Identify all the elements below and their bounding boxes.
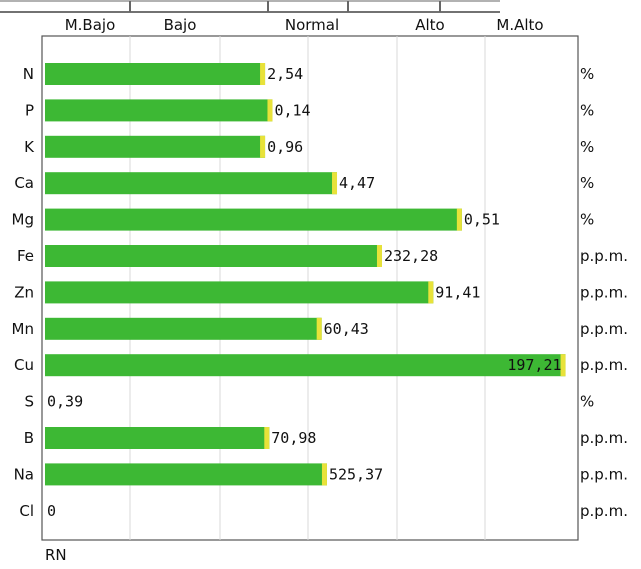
- unit-label: p.p.m.: [580, 356, 628, 374]
- value-label: 525,37: [329, 465, 383, 483]
- value-label: 232,28: [384, 247, 438, 265]
- category-label: P: [25, 101, 34, 119]
- unit-label: %: [580, 393, 594, 411]
- unit-label: %: [580, 101, 594, 119]
- plot-frame: [41, 35, 579, 541]
- bar-end-marker: [264, 427, 270, 449]
- value-label: 0: [47, 502, 56, 520]
- unit-label: p.p.m.: [580, 283, 628, 301]
- bar: [45, 427, 270, 449]
- bar: [45, 245, 382, 267]
- category-label: Zn: [14, 283, 34, 301]
- x-axis-label: RN: [45, 546, 67, 564]
- bar: [45, 281, 434, 304]
- bar: [45, 135, 266, 158]
- category-label: Cl: [19, 502, 34, 520]
- bar-end-marker: [560, 354, 566, 377]
- bar-end-marker: [321, 463, 327, 486]
- bar-end-marker: [316, 317, 322, 340]
- bar: [45, 463, 327, 486]
- unit-label: %: [580, 65, 594, 83]
- unit-label: p.p.m.: [580, 465, 628, 483]
- category-label: Na: [14, 465, 34, 483]
- value-label: 91,41: [435, 283, 480, 301]
- unit-label: %: [580, 174, 594, 192]
- value-label: 0,39: [47, 393, 83, 411]
- value-label: 70,98: [271, 429, 316, 447]
- bar-end-marker: [260, 63, 266, 85]
- category-label: Mg: [12, 211, 34, 229]
- bars: N 2,54 % P 0,14 % K 0,96 % Ca 4,47 % Mg 0,51 % Fe 232,28…: [12, 63, 628, 520]
- level-label: Alto: [415, 16, 445, 34]
- bar: [45, 208, 462, 231]
- unit-label: %: [580, 138, 594, 156]
- level-label: Normal: [285, 16, 339, 34]
- unit-label: p.p.m.: [580, 247, 628, 265]
- value-label: 60,43: [324, 320, 369, 338]
- category-label: K: [24, 138, 35, 156]
- level-label: Bajo: [164, 16, 197, 34]
- unit-label: p.p.m.: [580, 320, 628, 338]
- value-label: 0,14: [274, 101, 310, 119]
- unit-label: p.p.m.: [580, 429, 628, 447]
- bar-end-marker: [267, 99, 273, 122]
- bar-end-marker: [260, 135, 266, 158]
- category-label: S: [24, 393, 34, 411]
- bar: [45, 354, 566, 377]
- level-label: M.Bajo: [65, 16, 116, 34]
- bar: [45, 172, 338, 195]
- header-strip: [0, 0, 500, 13]
- value-label: 0,51: [464, 211, 500, 229]
- value-label: 2,54: [267, 65, 303, 83]
- category-label: Ca: [14, 174, 34, 192]
- unit-label: p.p.m.: [580, 502, 628, 520]
- bar: [45, 63, 266, 85]
- value-label: 197,21: [507, 356, 561, 374]
- bar: [45, 317, 322, 340]
- category-label: Fe: [17, 247, 34, 265]
- category-label: B: [24, 429, 34, 447]
- unit-label: %: [580, 211, 594, 229]
- bar: [45, 99, 273, 122]
- bar-end-marker: [456, 208, 462, 231]
- bar-end-marker: [376, 245, 382, 267]
- value-label: 4,47: [339, 174, 375, 192]
- category-label: N: [23, 65, 34, 83]
- level-label: M.Alto: [496, 16, 543, 34]
- value-label: 0,96: [267, 138, 303, 156]
- bar-end-marker: [428, 281, 434, 304]
- bar-end-marker: [332, 172, 338, 195]
- category-label: Cu: [14, 356, 34, 374]
- level-labels: M.Bajo Bajo Normal Alto M.Alto: [65, 16, 544, 34]
- category-label: Mn: [12, 320, 34, 338]
